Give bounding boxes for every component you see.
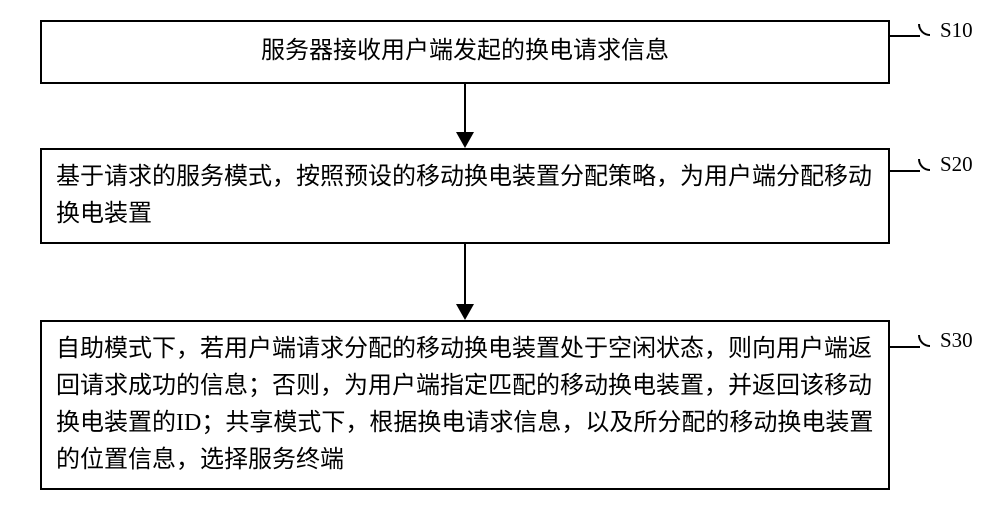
arrow-head-2 [456, 304, 474, 320]
step-box-s30: 自助模式下，若用户端请求分配的移动换电装置处于空闲状态，则向用户端返回请求成功的… [40, 320, 890, 490]
step-text-s10: 服务器接收用户端发起的换电请求信息 [42, 33, 888, 70]
arrow-head-1 [456, 132, 474, 148]
step-label-s10: S10 [940, 18, 973, 43]
arrow-stem-2 [464, 244, 466, 304]
step-box-s10: 服务器接收用户端发起的换电请求信息 [40, 20, 890, 84]
step-box-s20: 基于请求的服务模式，按照预设的移动换电装置分配策略，为用户端分配移动换电装置 [40, 148, 890, 244]
arrow-stem-1 [464, 84, 466, 132]
callout-line-s10 [890, 35, 920, 37]
callout-line-s30 [890, 346, 920, 348]
step-text-s20: 基于请求的服务模式，按照预设的移动换电装置分配策略，为用户端分配移动换电装置 [42, 159, 888, 233]
step-label-s20: S20 [940, 152, 973, 177]
step-label-s30: S30 [940, 328, 973, 353]
step-text-s30: 自助模式下，若用户端请求分配的移动换电装置处于空闲状态，则向用户端返回请求成功的… [42, 331, 888, 480]
callout-line-s20 [890, 170, 920, 172]
flowchart-canvas: 服务器接收用户端发起的换电请求信息 S10 基于请求的服务模式，按照预设的移动换… [0, 0, 1000, 526]
